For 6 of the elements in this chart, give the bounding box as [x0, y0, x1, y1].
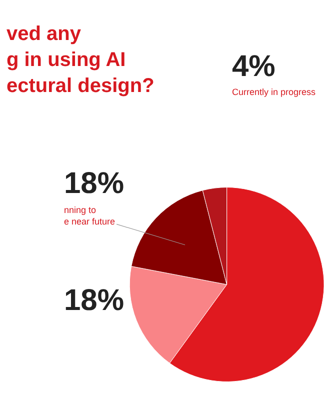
chart-title: ved any g in using AI ectural design? — [6, 23, 154, 97]
data-label: 4% — [232, 50, 276, 83]
slice-label: Currently in progress — [232, 87, 316, 97]
data-label: 18% — [64, 284, 124, 317]
slice-label: nning to e near future — [64, 205, 116, 227]
data-label: 18% — [64, 167, 124, 200]
